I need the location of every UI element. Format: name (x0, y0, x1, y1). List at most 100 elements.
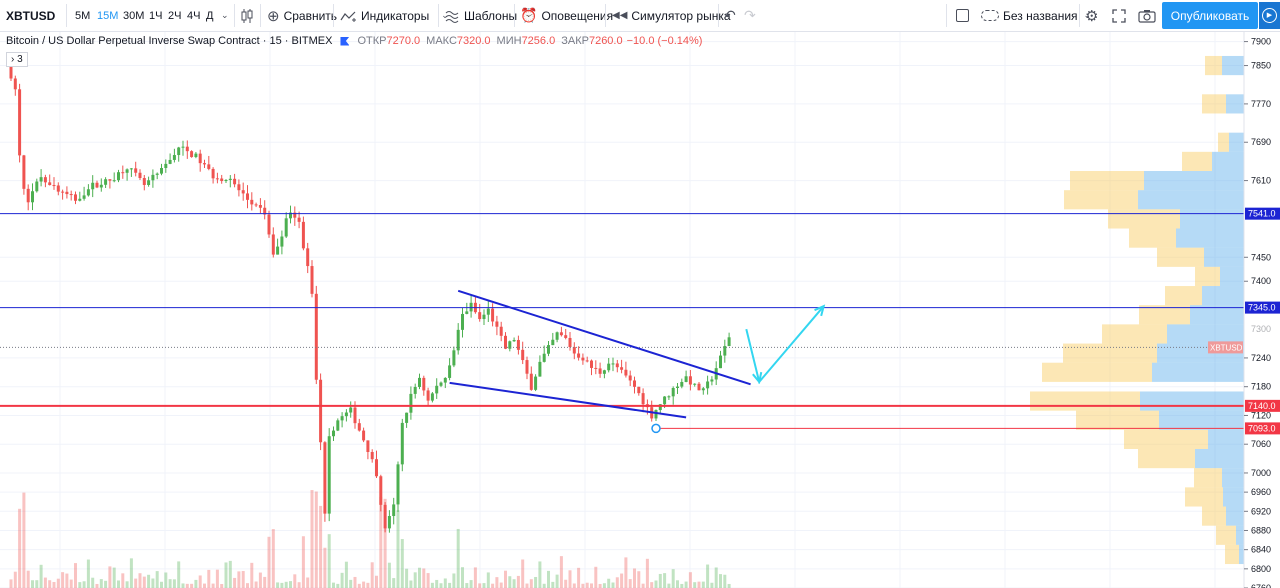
volume-profile-row-down (1070, 171, 1144, 191)
settings-button[interactable]: ⚙ (1085, 0, 1098, 31)
publish-options-button[interactable]: ▶ (1259, 2, 1280, 29)
interval-1h[interactable]: 1Ч (149, 9, 163, 22)
trendline[interactable] (449, 381, 687, 419)
candle-body (697, 383, 701, 391)
candle-body (254, 204, 258, 206)
volume-profile-row-up (1226, 506, 1244, 526)
flag-icon[interactable] (340, 36, 350, 46)
volume-bar (624, 557, 628, 588)
fullscreen-button[interactable] (1112, 0, 1126, 31)
candle-body (383, 504, 387, 529)
candle-body (387, 516, 391, 529)
indicators-label: Индикаторы (361, 8, 430, 23)
symbol-search-button[interactable]: XBTUSD (6, 8, 56, 23)
volume-bar (194, 579, 198, 588)
candle-body (568, 337, 572, 347)
volume-bar (220, 583, 224, 588)
volume-bar (284, 581, 288, 588)
interval-1d[interactable]: Д (206, 9, 214, 22)
toolbar-separator (1079, 4, 1080, 27)
volume-bar (448, 582, 452, 588)
volume-bar (233, 577, 237, 588)
replay-button[interactable]: ◀◀ Симулятор рынка (612, 0, 731, 31)
price-chart[interactable]: 7900 7850 7770 7690 7610 7450 7400 7240 7180 7120… (0, 32, 1280, 588)
redo-button[interactable]: ↷ (744, 0, 756, 31)
candle-body (65, 191, 69, 195)
screenshot-button[interactable] (1138, 0, 1156, 31)
volume-profile-row-down (1157, 247, 1204, 267)
volume-bar (56, 578, 60, 588)
chart-type-button[interactable] (240, 0, 254, 31)
volume-bar (409, 580, 413, 588)
candle-body (276, 246, 280, 255)
alerts-button[interactable]: ⏰ Оповещения (520, 0, 613, 31)
indicators-button[interactable]: Индикаторы ⌄ (340, 0, 449, 31)
candle-body (82, 195, 86, 199)
collapsed-indicators-button[interactable]: › 3 (6, 52, 28, 67)
volume-profile-row-up (1223, 487, 1244, 507)
price-tick-label: 7060 (1251, 439, 1271, 449)
projection-path[interactable] (745, 305, 825, 385)
layout-menu-button[interactable]: Без названия ⌄ (981, 0, 1091, 31)
volume-bar (680, 583, 684, 588)
candle-body (164, 163, 168, 169)
price-level-tag (1245, 207, 1280, 220)
legend-title: Bitcoin / US Dollar Perpetual Inverse Sw… (6, 35, 333, 47)
interval-5m[interactable]: 5М (75, 9, 91, 22)
compare-button[interactable]: ⊕ Сравнить (267, 0, 337, 31)
interval-15m[interactable]: 15М (97, 9, 119, 22)
ray-anchor-handle[interactable] (651, 423, 661, 434)
volume-bar (241, 571, 245, 588)
volume-bar (151, 578, 155, 588)
interval-30m[interactable]: 30М (123, 9, 145, 22)
candle-body (168, 159, 172, 164)
toolbar-separator (438, 4, 439, 27)
volume-bar (267, 536, 271, 588)
candle-body (620, 367, 624, 370)
interval-2h[interactable]: 2Ч (168, 9, 182, 22)
candle-body (280, 236, 284, 247)
fullscreen-layout-toggle[interactable] (956, 0, 969, 31)
trendline[interactable] (457, 289, 751, 386)
interval-4h[interactable]: 4Ч (187, 9, 201, 22)
undo-button[interactable]: ↶ (724, 0, 736, 31)
volume-bar (323, 547, 327, 588)
candle-body (370, 452, 374, 460)
candle-body (155, 173, 159, 175)
volume-bar (125, 581, 129, 588)
candle-body (43, 177, 47, 183)
volume-profile-row-down (1030, 391, 1140, 411)
templates-button[interactable]: Шаблоны (445, 0, 517, 31)
publish-button[interactable]: Опубликовать (1162, 2, 1258, 29)
candle-body (538, 361, 542, 377)
candle-body (138, 172, 142, 179)
volume-bar (160, 581, 163, 588)
candle-body (220, 178, 224, 182)
price-tick-label: 7450 (1251, 252, 1271, 262)
volume-bar (340, 572, 344, 588)
intervals-dropdown-button[interactable]: ⌄ (221, 0, 229, 31)
volume-profile-row-up (1208, 429, 1244, 449)
volume-profile-row-up (1220, 266, 1244, 287)
volume-bar (405, 568, 409, 588)
candle-body (379, 476, 383, 505)
volume-bar (534, 576, 538, 588)
candle-body (521, 349, 525, 361)
templates-icon (445, 10, 459, 23)
volume-bar (357, 583, 361, 588)
candle-body (525, 360, 529, 374)
toolbar-separator (333, 4, 334, 27)
candle-body (181, 146, 185, 148)
volume-bar (276, 582, 280, 588)
volume-bar (727, 583, 731, 588)
candle-body (323, 442, 327, 514)
volume-profile-row-down (1102, 324, 1167, 344)
volume-bar (203, 583, 206, 588)
candle-body (392, 504, 396, 517)
volume-bar (529, 579, 533, 588)
price-tick-label: 7900 (1251, 37, 1271, 47)
candle-body (405, 412, 409, 423)
candle-body (52, 185, 56, 187)
volume-bar (211, 583, 215, 588)
candle-body (314, 293, 318, 380)
